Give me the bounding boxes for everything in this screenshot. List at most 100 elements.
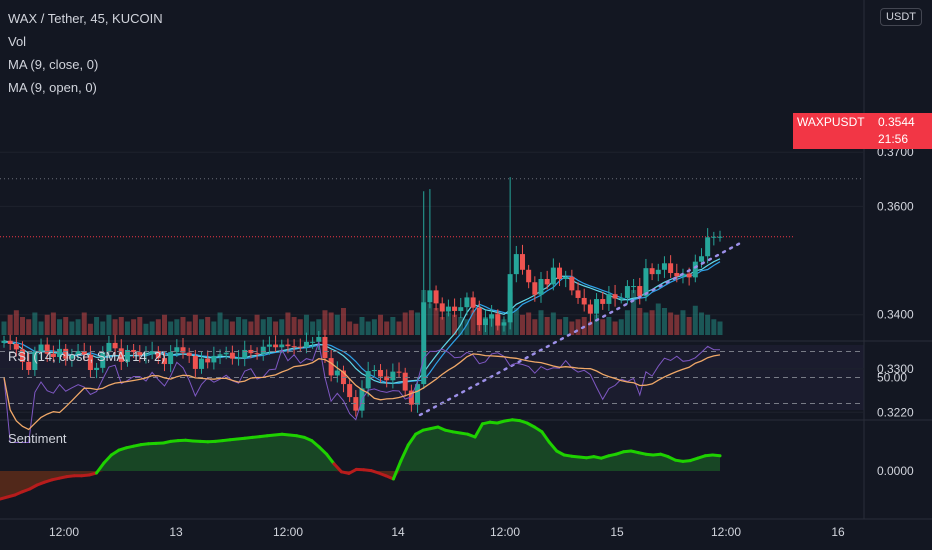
- volume-bar: [415, 312, 421, 335]
- candle-body: [717, 236, 723, 238]
- candle-body: [81, 351, 87, 355]
- candle-body: [612, 294, 618, 299]
- sentiment-line: [399, 443, 410, 463]
- sentiment-line: [391, 459, 403, 481]
- volume-bar: [291, 317, 297, 335]
- volume-bar: [464, 319, 470, 335]
- volume-bar: [94, 317, 100, 335]
- candle-body: [303, 341, 309, 348]
- candle-body: [476, 307, 482, 326]
- volume-bar: [63, 317, 69, 335]
- currency-button[interactable]: USDT: [880, 8, 922, 26]
- volume-bar: [174, 319, 180, 335]
- volume-bar: [680, 310, 686, 335]
- candle-body: [328, 358, 334, 376]
- volume-bar: [587, 321, 593, 335]
- volume-bar: [57, 319, 63, 335]
- candle-body: [131, 349, 137, 353]
- sentiment-line: [540, 430, 551, 444]
- volume-bar: [655, 303, 661, 335]
- candle-body: [532, 282, 538, 295]
- time-tick-label: 15: [610, 525, 624, 539]
- volume-bar: [322, 310, 328, 335]
- volume-bar: [199, 319, 205, 335]
- candle-body: [631, 286, 637, 288]
- candle-body: [180, 347, 186, 353]
- candle-body: [199, 358, 205, 369]
- volume-bar: [26, 319, 32, 335]
- price-tag-price: 0.3544: [878, 115, 915, 129]
- volume-bar: [624, 310, 630, 335]
- rsi-ma-line: [3, 353, 721, 431]
- candle-body: [371, 370, 377, 372]
- candle-body: [192, 355, 198, 369]
- volume-bar: [44, 314, 50, 335]
- candle-body: [69, 354, 75, 359]
- candle-body: [378, 370, 384, 377]
- volume-bar: [439, 317, 445, 335]
- volume-bar: [600, 319, 606, 335]
- sentiment-line: [332, 462, 343, 474]
- time-tick-label: 12:00: [49, 525, 79, 539]
- volume-bar: [668, 312, 674, 335]
- volume-bar: [618, 319, 624, 335]
- candle-body: [168, 352, 174, 365]
- volume-bar: [118, 317, 124, 335]
- candle-body: [661, 263, 667, 270]
- candle-body: [686, 273, 692, 278]
- volume-bar: [131, 319, 137, 335]
- candle-body: [118, 348, 124, 362]
- candle-body: [624, 286, 630, 298]
- price-tag-countdown: 21:56: [878, 132, 909, 146]
- candle-body: [464, 297, 470, 308]
- candle-body: [174, 347, 180, 353]
- volume-bar: [168, 321, 174, 335]
- volume-bar: [100, 321, 106, 335]
- volume-bar: [149, 321, 155, 335]
- volume-bar: [112, 319, 118, 335]
- candle-body: [507, 274, 513, 323]
- volume-bar: [544, 317, 550, 335]
- volume-bar: [236, 317, 242, 335]
- volume-bar: [273, 321, 279, 335]
- volume-bar: [717, 321, 723, 335]
- candle-body: [310, 341, 316, 343]
- volume-bar: [316, 319, 322, 335]
- chart-title: WAX / Tether, 45, KUCOIN: [8, 11, 163, 26]
- sentiment-line: [310, 439, 321, 449]
- volume-bar: [606, 317, 612, 335]
- trendline: [418, 239, 746, 417]
- volume-bar: [427, 303, 433, 335]
- candle-body: [643, 268, 649, 297]
- sentiment-tick-label: 0.0000: [877, 464, 914, 478]
- candle-body: [655, 269, 661, 275]
- candle-body: [50, 353, 56, 357]
- candle-body: [20, 349, 26, 362]
- candle-body: [297, 346, 303, 348]
- volume-bar: [75, 319, 81, 335]
- candle-body: [519, 254, 525, 270]
- volume-bar: [470, 310, 476, 335]
- candle-body: [618, 297, 624, 299]
- time-tick-label: 12:00: [711, 525, 741, 539]
- rsi-legend: RSI (14, close, SMA, 14, 2): [8, 349, 166, 364]
- candle-body: [415, 384, 421, 405]
- candle-body: [649, 268, 655, 275]
- candle-body: [322, 336, 328, 359]
- volume-bar: [378, 314, 384, 335]
- time-tick-label: 13: [169, 525, 183, 539]
- candle-body: [489, 314, 495, 319]
- rsi-tick-label: 50.00: [877, 371, 907, 385]
- volume-bar: [38, 321, 44, 335]
- volume-bar: [550, 312, 556, 335]
- volume-bar: [229, 321, 235, 335]
- volume-bar: [445, 312, 451, 335]
- volume-bar: [20, 317, 26, 335]
- candle-body: [495, 314, 501, 326]
- candle-body: [501, 322, 507, 326]
- volume-bar: [334, 314, 340, 335]
- candle-body: [458, 307, 464, 311]
- candle-body: [149, 351, 155, 355]
- time-tick-label: 16: [831, 525, 845, 539]
